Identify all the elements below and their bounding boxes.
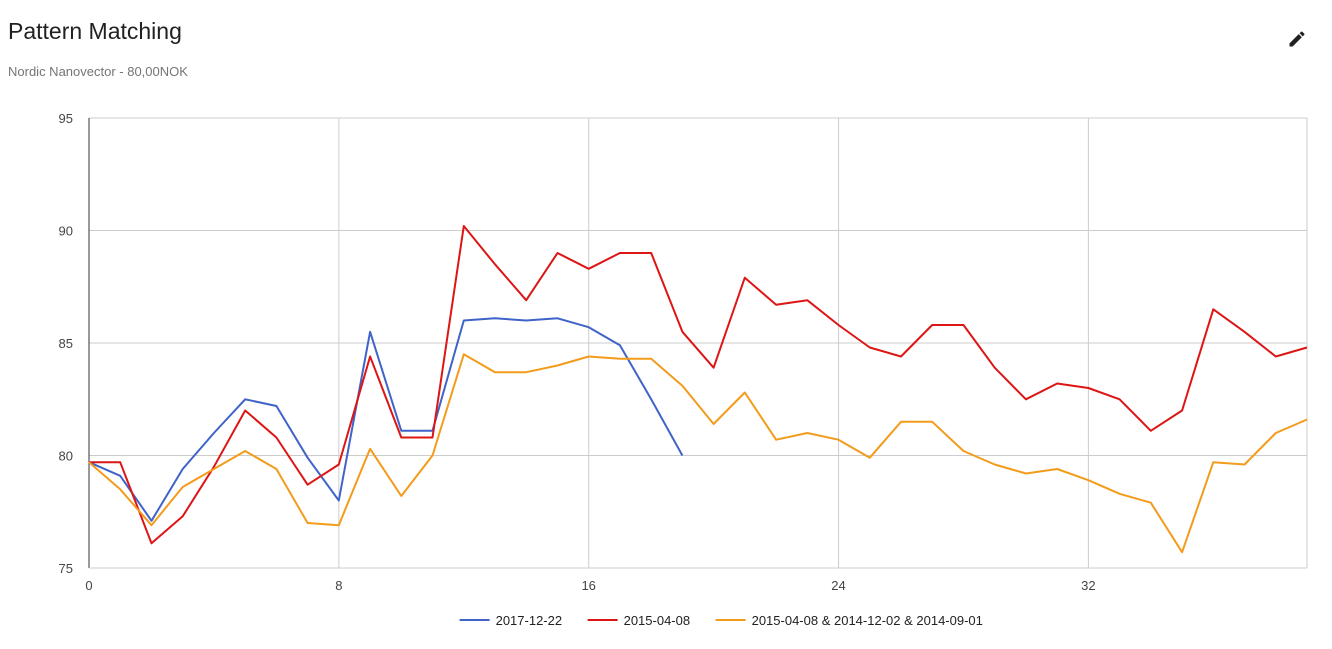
y-tick-label: 80 xyxy=(59,449,73,464)
y-tick-label: 95 xyxy=(59,111,73,126)
x-tick-label: 24 xyxy=(831,578,845,593)
pencil-icon xyxy=(1289,31,1305,47)
legend-label-2: 2015-04-08 xyxy=(624,613,691,628)
x-tick-label: 16 xyxy=(581,578,595,593)
series-line-3 xyxy=(88,353,1308,554)
x-tick-label: 32 xyxy=(1081,578,1095,593)
x-tick-label: 8 xyxy=(335,578,342,593)
y-tick-label: 90 xyxy=(59,224,73,239)
x-tick-label: 0 xyxy=(85,578,92,593)
series-line-1 xyxy=(88,317,684,522)
y-tick-label: 85 xyxy=(59,336,73,351)
y-tick-label: 75 xyxy=(59,561,73,576)
chart-title: Pattern Matching xyxy=(8,18,182,44)
edit-button[interactable] xyxy=(1282,24,1312,54)
legend-label-1: 2017-12-22 xyxy=(496,613,562,628)
series-line-2 xyxy=(89,225,1308,545)
chart-subtitle: Nordic Nanovector - 80,00NOK xyxy=(8,64,188,79)
legend-label-3: 2015-04-08 & 2014-12-02 & 2014-09-01 xyxy=(752,613,983,628)
